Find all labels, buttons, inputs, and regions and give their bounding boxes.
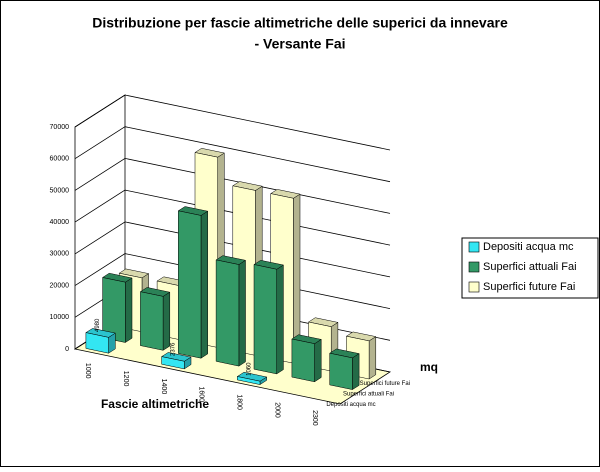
bar <box>139 287 171 351</box>
bar-side <box>200 210 208 359</box>
bar-side <box>368 336 377 380</box>
bar-side <box>162 291 171 351</box>
x-axis-title: Fascie altimetriche <box>101 397 209 411</box>
chart-title: Distribuzione per fascie altimetriche de… <box>92 15 508 31</box>
bar <box>253 260 285 375</box>
grid-line <box>74 253 391 309</box>
bar-front <box>85 332 109 354</box>
y-tick-label: 40000 <box>50 219 70 226</box>
legend-label: Superfici attuali Fai <box>483 261 577 273</box>
y-tick-label: 30000 <box>50 251 70 258</box>
bar-front <box>161 356 185 370</box>
bar-front <box>253 264 277 375</box>
bar-side <box>238 259 246 367</box>
bar <box>329 348 360 391</box>
y-tick-label: 20000 <box>50 282 70 289</box>
bar-front <box>178 210 202 359</box>
legend-label: Depositi acqua mc <box>483 241 574 253</box>
x-tick-label: 1800 <box>236 394 243 410</box>
legend-label: Superfici future Fai <box>483 281 575 293</box>
legend-box <box>461 237 599 299</box>
bar-front <box>102 277 126 343</box>
bar <box>101 272 133 343</box>
grid-line <box>74 126 391 183</box>
y-axis-title: mq <box>420 360 438 374</box>
data-label: 2376 <box>171 342 177 356</box>
depth-tick-label: Depositi acqua mc <box>326 402 375 408</box>
bar-front <box>237 376 261 385</box>
bar <box>177 206 209 359</box>
y-tick-label: 50000 <box>50 187 70 194</box>
x-tick-label: 1400 <box>160 379 167 395</box>
bar-side <box>276 264 284 375</box>
depth-tick-label: Superfici attuali Fai <box>343 392 394 398</box>
grid-line <box>74 189 391 246</box>
bar <box>291 334 322 383</box>
bar-side <box>314 338 322 383</box>
grid-line <box>74 157 391 214</box>
x-tick-label: 1600 <box>198 387 205 403</box>
bar <box>160 352 192 370</box>
bar <box>236 371 268 386</box>
depth-tick-label: Superfici future Fai <box>360 381 410 387</box>
x-tick-label: 1000 <box>84 363 91 379</box>
bar <box>85 328 116 354</box>
bar <box>215 255 247 367</box>
grid-line <box>74 221 391 278</box>
y-tick-label: 70000 <box>50 124 70 131</box>
bar-front <box>291 338 315 383</box>
bar-side <box>352 353 360 391</box>
data-label: 1060 <box>246 362 252 376</box>
bar-front <box>140 291 164 351</box>
bar-front <box>215 259 240 367</box>
bar-front <box>329 352 353 390</box>
x-tick-label: 2000 <box>273 402 280 418</box>
legend-swatch <box>468 281 480 293</box>
bar-side <box>125 277 133 343</box>
y-tick-label: 60000 <box>50 156 70 163</box>
x-tick-label: 2300 <box>311 410 318 426</box>
legend-swatch <box>468 261 480 273</box>
legend-swatch <box>468 241 480 253</box>
y-tick-label: 10000 <box>50 314 70 321</box>
grid-line <box>74 94 391 151</box>
y-tick-label: 0 <box>65 346 69 353</box>
data-label: 4980 <box>95 318 101 332</box>
chart-subtitle: - Versante Fai <box>254 36 345 52</box>
x-tick-label: 1200 <box>122 371 129 387</box>
